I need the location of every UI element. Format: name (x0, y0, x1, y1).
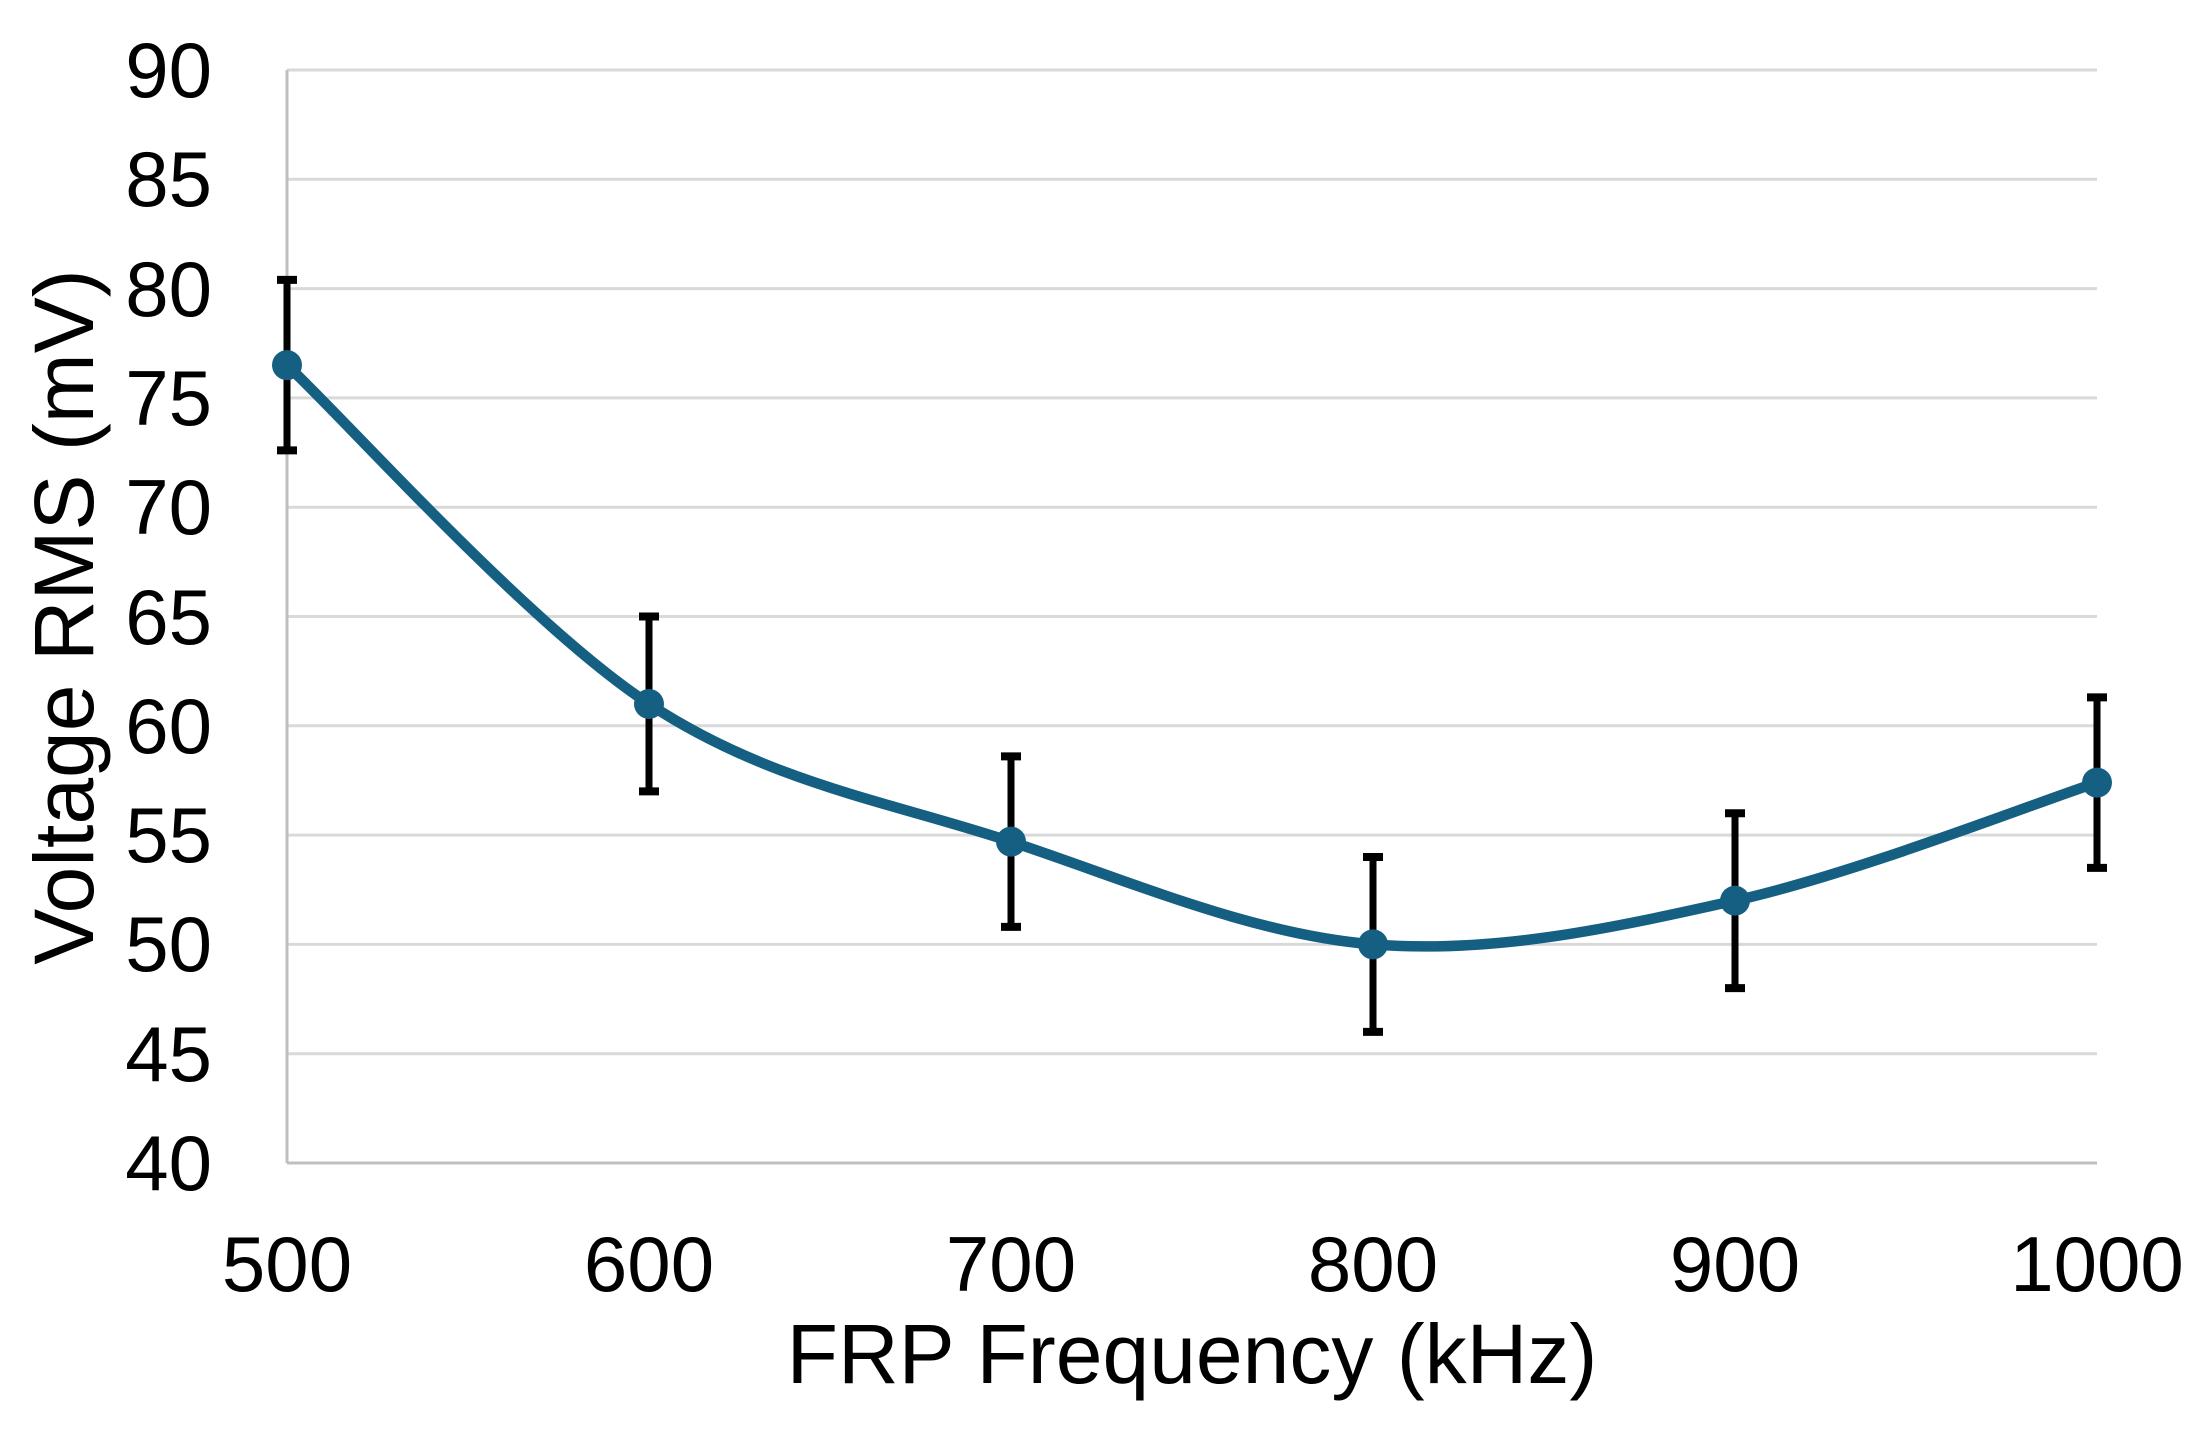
series-curve (281, 359, 2103, 952)
y-axis-title: Voltage RMS (mV) (17, 268, 111, 965)
y-tick-label: 85 (125, 135, 212, 224)
y-tick-label: 40 (125, 1119, 212, 1207)
y-tick-label: 80 (125, 244, 212, 333)
data-point-marker (1720, 885, 1750, 916)
data-point-marker (996, 826, 1026, 857)
y-tick-label: 45 (125, 1009, 212, 1098)
x-axis-title: FRP Frequency (kHz) (786, 1307, 1598, 1401)
y-tick-label: 55 (125, 791, 212, 880)
x-tick-label: 1000 (2010, 1220, 2184, 1308)
x-tick-label: 600 (583, 1220, 715, 1308)
x-tick-label: 900 (1669, 1220, 1801, 1308)
data-point-marker (634, 688, 664, 719)
x-tick-label: 500 (221, 1220, 353, 1308)
x-tick-label: 700 (945, 1220, 1077, 1308)
y-tick-label: 60 (125, 681, 212, 770)
x-tick-label: 800 (1307, 1220, 1439, 1308)
y-tick-label: 90 (125, 26, 212, 114)
y-tick-label: 50 (125, 900, 212, 989)
y-tick-label: 75 (125, 353, 212, 442)
y-tick-label: 65 (125, 572, 212, 661)
data-point-marker (1358, 929, 1388, 960)
data-point-marker (2082, 767, 2112, 798)
y-tick-label: 70 (125, 463, 212, 552)
data-point-marker (272, 350, 302, 381)
